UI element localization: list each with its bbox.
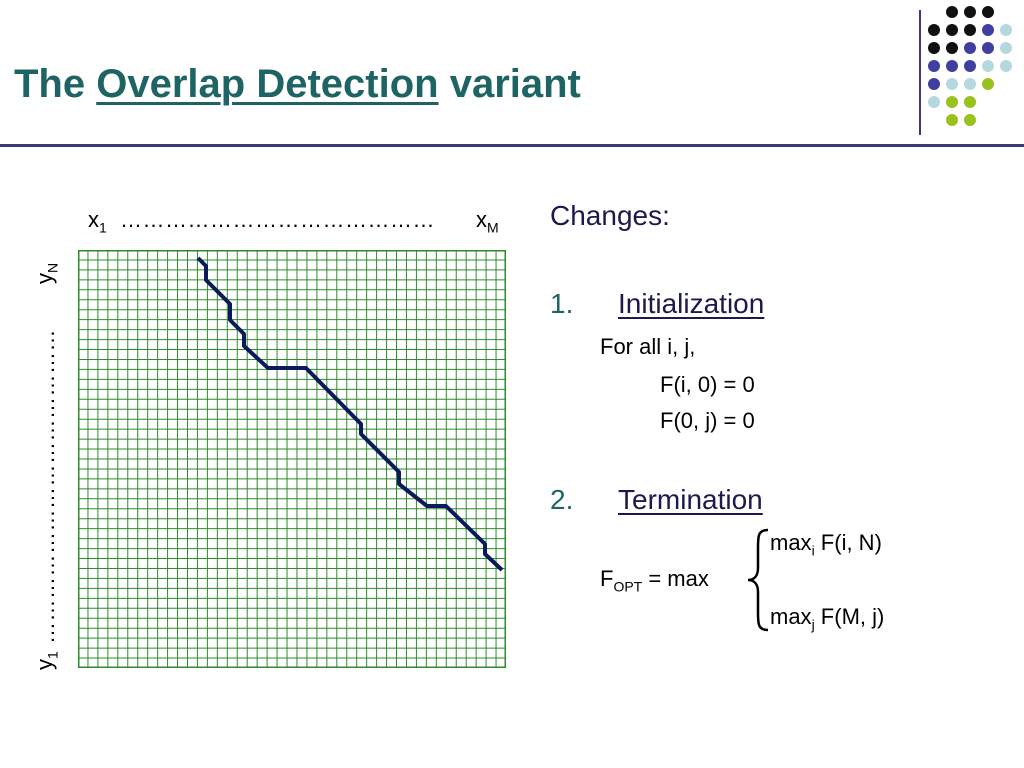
decorative-dot bbox=[946, 24, 958, 36]
title-emphasis: Overlap Detection bbox=[96, 62, 439, 106]
init-line-3: F(0, j) = 0 bbox=[660, 408, 755, 433]
alignment-path bbox=[196, 256, 504, 572]
formula-lhs: FOPT = max bbox=[600, 566, 709, 595]
curly-brace bbox=[747, 528, 769, 632]
decorative-dot bbox=[982, 24, 994, 36]
item-1-number: 1. bbox=[550, 288, 574, 319]
decorative-dot bbox=[928, 42, 940, 54]
changes-heading: Changes: bbox=[550, 200, 670, 231]
decorative-dot bbox=[1000, 60, 1012, 72]
init-line-1: For all i, j, bbox=[600, 334, 696, 359]
decorative-dot bbox=[982, 42, 994, 54]
corner-divider bbox=[919, 10, 921, 135]
decorative-dot bbox=[982, 60, 994, 72]
decorative-dot bbox=[964, 114, 976, 126]
decorative-dot bbox=[946, 6, 958, 18]
y-first-label: y1 bbox=[32, 651, 61, 670]
x-first-label: x1 bbox=[88, 207, 107, 236]
decorative-dot bbox=[928, 24, 940, 36]
formula-top-case: maxi F(i, N) bbox=[770, 530, 882, 559]
item-1-heading: Initialization bbox=[618, 288, 765, 319]
decorative-dot bbox=[928, 60, 940, 72]
decorative-dot bbox=[928, 96, 940, 108]
title-suffix: variant bbox=[449, 62, 581, 106]
decorative-dot bbox=[964, 6, 976, 18]
decorative-dot bbox=[964, 78, 976, 90]
decorative-dot bbox=[964, 60, 976, 72]
decorative-dot bbox=[964, 42, 976, 54]
x-last-label: xM bbox=[476, 207, 499, 236]
decorative-dot bbox=[946, 96, 958, 108]
title-divider bbox=[0, 144, 1024, 147]
item-2-number: 2. bbox=[550, 484, 574, 515]
item-2-heading: Termination bbox=[618, 484, 763, 515]
decorative-dot bbox=[982, 6, 994, 18]
formula-bottom-case: maxj F(M, j) bbox=[770, 604, 885, 633]
decorative-dot bbox=[982, 78, 994, 90]
decorative-dot bbox=[964, 24, 976, 36]
x-axis-dots: …………………………………… bbox=[120, 207, 435, 232]
y-axis-dots: …………………………………… bbox=[34, 329, 59, 644]
decorative-dot bbox=[1000, 42, 1012, 54]
grid-lines bbox=[78, 250, 506, 668]
decorative-dot bbox=[964, 96, 976, 108]
decorative-dot bbox=[946, 42, 958, 54]
decorative-dot bbox=[1000, 24, 1012, 36]
slide-title: The Overlap Detection variant bbox=[14, 62, 581, 107]
title-prefix: The bbox=[14, 62, 86, 106]
decorative-dot bbox=[946, 114, 958, 126]
y-last-label: yN bbox=[32, 262, 61, 284]
decorative-dot bbox=[946, 60, 958, 72]
init-line-2: F(i, 0) = 0 bbox=[660, 372, 755, 397]
decorative-dot bbox=[946, 78, 958, 90]
alignment-grid bbox=[78, 250, 506, 668]
decorative-dot bbox=[928, 78, 940, 90]
